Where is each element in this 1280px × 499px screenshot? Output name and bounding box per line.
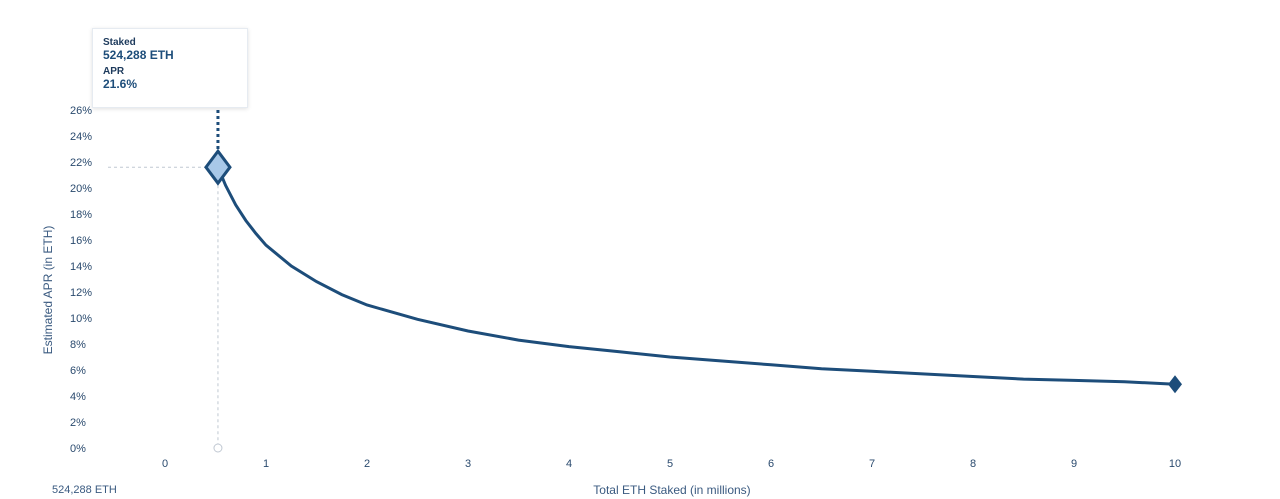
tooltip-apr-value: 21.6%	[103, 77, 138, 91]
x-tick-label: 6	[768, 458, 774, 470]
x-tick-label: 4	[566, 458, 572, 470]
highlight-point-marker[interactable]	[204, 148, 232, 186]
x-tick-label: 2	[364, 458, 370, 470]
x-tick-label: 1	[263, 458, 269, 470]
y-tick-label: 18%	[70, 209, 92, 221]
y-tick-label: 26%	[70, 105, 92, 117]
x-tick-label: 5	[667, 458, 673, 470]
x-axis-title: Total ETH Staked (in millions)	[593, 483, 750, 497]
y-tick-label: 20%	[70, 183, 92, 195]
y-tick-label: 12%	[70, 287, 92, 299]
y-tick-label: 4%	[70, 391, 86, 403]
y-tick-label: 6%	[70, 365, 86, 377]
x-axis-ticks: 0 1 2 3 4 5 6 7 8 9 10	[162, 458, 1181, 470]
y-tick-label: 24%	[70, 131, 92, 143]
x-tick-label: 8	[970, 458, 976, 470]
y-tick-label: 0%	[70, 443, 86, 455]
y-tick-label: 22%	[70, 157, 92, 169]
x-tick-label: 9	[1071, 458, 1077, 470]
tooltip-apr-label: APR	[103, 66, 125, 77]
y-tick-label: 2%	[70, 417, 86, 429]
x-tick-label: 7	[869, 458, 875, 470]
highlight-x-value-label: 524,288 ETH	[52, 484, 117, 496]
endpoint-marker[interactable]	[1168, 375, 1182, 394]
y-axis-title: Estimated APR (in ETH)	[41, 226, 55, 355]
y-tick-label: 16%	[70, 235, 92, 247]
y-tick-label: 10%	[70, 313, 92, 325]
highlight-guides	[108, 110, 220, 450]
y-tick-label: 8%	[70, 339, 86, 351]
tooltip-staked-label: Staked	[103, 37, 136, 48]
x-tick-label: 10	[1169, 458, 1181, 470]
hover-tooltip: Staked 524,288 ETH APR 21.6%	[92, 28, 248, 108]
tooltip-staked-value: 524,288 ETH	[103, 48, 174, 62]
x-tick-label: 3	[465, 458, 471, 470]
y-axis-ticks: 0% 2% 4% 6% 8% 10% 12% 14% 16% 18% 20% 22% 24% 26%	[70, 105, 92, 455]
chart-markers	[204, 148, 1182, 453]
x-tick-label: 0	[162, 458, 168, 470]
highlight-x-axis-dot	[213, 443, 223, 453]
apr-curve-line	[216, 165, 1177, 386]
y-tick-label: 14%	[70, 261, 92, 273]
